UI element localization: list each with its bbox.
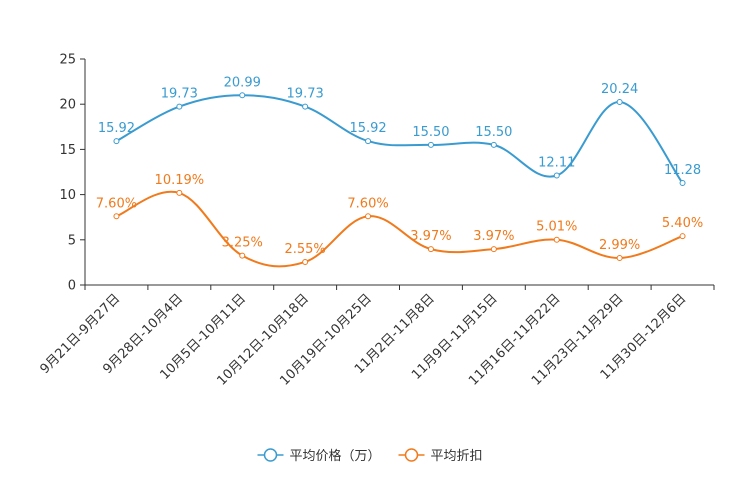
data-point bbox=[365, 138, 372, 145]
data-label: 2.55% bbox=[284, 242, 325, 257]
data-point bbox=[365, 213, 372, 220]
data-label: 15.92 bbox=[349, 121, 386, 136]
data-point bbox=[616, 99, 623, 106]
data-label: 3.97% bbox=[410, 229, 451, 244]
data-label: 2.99% bbox=[599, 238, 640, 253]
series-line-0 bbox=[115, 94, 684, 184]
legend-symbol-0 bbox=[263, 448, 278, 462]
data-point bbox=[679, 180, 686, 187]
data-point bbox=[113, 213, 120, 220]
data-point bbox=[616, 254, 623, 261]
data-label: 19.73 bbox=[287, 87, 324, 102]
data-point bbox=[553, 172, 560, 179]
data-point bbox=[679, 233, 686, 240]
data-point bbox=[239, 92, 246, 99]
data-point bbox=[176, 189, 183, 196]
data-label: 11.28 bbox=[664, 163, 701, 178]
data-label: 20.24 bbox=[601, 82, 638, 97]
data-label: 20.99 bbox=[224, 75, 261, 90]
data-point bbox=[302, 103, 309, 110]
data-point bbox=[553, 236, 560, 243]
data-label: 19.73 bbox=[161, 87, 198, 102]
legend-symbol-1 bbox=[404, 448, 419, 462]
data-label: 3.97% bbox=[473, 229, 514, 244]
data-label: 5.01% bbox=[536, 220, 577, 235]
y-tick-label: 0 bbox=[68, 279, 76, 294]
legend-label-1: 平均折扣 bbox=[431, 449, 483, 464]
data-point bbox=[176, 103, 183, 110]
data-point bbox=[427, 246, 434, 253]
data-label: 3.25% bbox=[222, 236, 263, 251]
y-tick-label: 15 bbox=[59, 143, 76, 158]
legend-label-0: 平均价格（万） bbox=[290, 448, 381, 464]
y-tick-label: 5 bbox=[68, 233, 76, 248]
y-tick-label: 10 bbox=[59, 188, 76, 203]
data-point bbox=[490, 141, 497, 148]
data-label: 12.11 bbox=[538, 156, 575, 171]
data-point bbox=[490, 246, 497, 253]
data-point bbox=[239, 252, 246, 259]
data-label: 10.19% bbox=[155, 173, 205, 188]
data-label: 15.92 bbox=[98, 121, 135, 136]
data-point bbox=[113, 138, 120, 145]
data-label: 7.60% bbox=[96, 196, 137, 211]
series-line-1 bbox=[116, 190, 683, 268]
data-label: 15.50 bbox=[475, 125, 512, 140]
data-point bbox=[427, 141, 434, 148]
data-label: 7.60% bbox=[347, 196, 388, 211]
y-tick-label: 20 bbox=[59, 98, 76, 113]
data-point bbox=[302, 258, 309, 265]
data-label: 5.40% bbox=[662, 216, 703, 231]
data-label: 15.50 bbox=[412, 125, 449, 140]
y-tick-label: 25 bbox=[59, 53, 76, 68]
